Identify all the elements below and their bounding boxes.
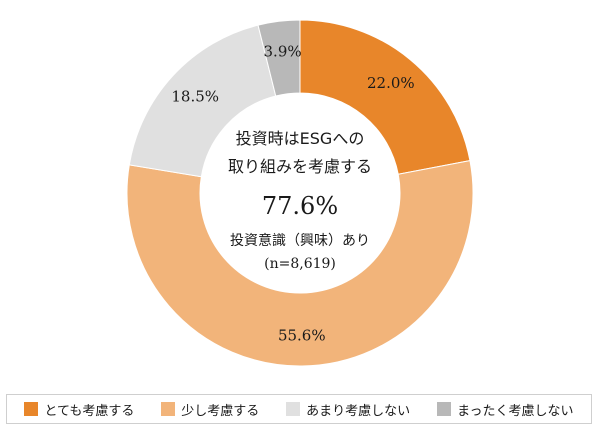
center-line-1: 投資時はESGへの (236, 129, 365, 148)
slice-labels: 22.0% 55.6% 18.5% 3.9% (171, 43, 414, 345)
legend-label: まったく考慮しない (457, 403, 574, 419)
legend-label: 少し考慮する (181, 403, 260, 419)
legend-swatch (286, 402, 301, 416)
donut-chart: 22.0% 55.6% 18.5% 3.9% 投資時はESGへの 取り組みを考慮する … (126, 19, 474, 367)
donut-slices (126, 19, 474, 367)
legend-swatch (24, 402, 39, 416)
slice-very (299, 19, 471, 175)
slice-somewhat (126, 159, 474, 367)
center-summary: 投資時はESGへの 取り組みを考慮する 77.6% 投資意識（興味）あり (n=… (228, 129, 372, 272)
slice-label-very: 22.0% (367, 74, 415, 92)
slice-label-somewhat: 55.6% (278, 326, 326, 344)
center-line-4: (n=8,619) (264, 256, 336, 272)
legend-label: あまり考慮しない (306, 403, 411, 419)
legend-label: とても考慮する (44, 403, 135, 419)
center-line-2: 取り組みを考慮する (228, 157, 372, 176)
legend-swatch (161, 402, 176, 416)
center-line-3: 投資意識（興味）あり (230, 232, 370, 249)
legend-swatch (437, 402, 452, 416)
slice-label-rarely: 18.5% (171, 87, 219, 105)
legend-item-somewhat: 少し考慮する (161, 400, 259, 419)
slice-not-at-all (257, 19, 301, 97)
legend-item-rarely: あまり考慮しない (286, 400, 410, 419)
slice-label-not-at-all: 3.9% (264, 43, 302, 61)
legend-item-not-at-all: まったく考慮しない (437, 400, 574, 419)
legend-item-very: とても考慮する (24, 400, 134, 419)
slice-rarely (128, 24, 277, 178)
center-value: 77.6% (262, 192, 338, 220)
chart-legend: とても考慮する 少し考慮する あまり考慮しない まったく考慮しない (6, 394, 592, 424)
